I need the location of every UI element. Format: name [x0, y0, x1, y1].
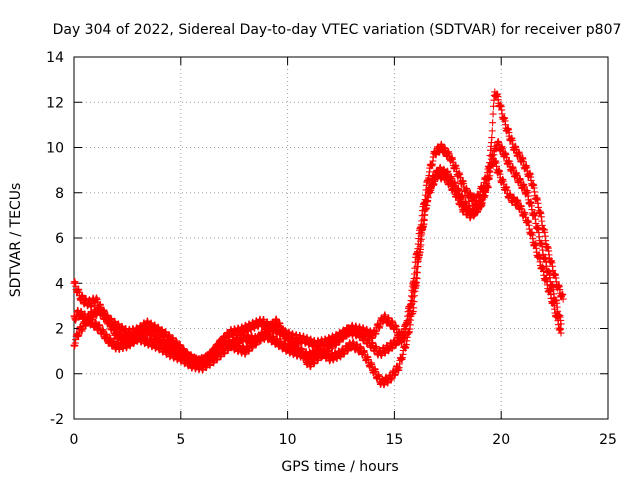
- x-axis-label: GPS time / hours: [281, 459, 398, 475]
- x-tick-label: 5: [176, 432, 185, 448]
- x-axis-ticks: 0 5 10 15 20 25: [70, 57, 617, 448]
- x-tick-label: 10: [279, 432, 297, 448]
- y-tick-label: 4: [55, 276, 64, 292]
- x-tick-label: 0: [70, 432, 79, 448]
- y-axis-label: SDTVAR / TECUs: [8, 183, 24, 298]
- grid-lines: [74, 57, 608, 419]
- data-point-series-1: [413, 269, 421, 277]
- data-point-series-2: [485, 176, 493, 184]
- y-tick-label: 0: [55, 367, 64, 383]
- x-tick-label: 25: [599, 432, 617, 448]
- chart-title: Day 304 of 2022, Sidereal Day-to-day VTE…: [53, 22, 622, 38]
- data-points: [70, 88, 567, 389]
- data-point-series-2: [486, 159, 494, 167]
- data-point-series-2: [490, 102, 498, 110]
- y-tick-label: 14: [46, 50, 64, 66]
- data-point-series-2: [489, 110, 497, 118]
- data-point-series-2: [488, 134, 496, 142]
- y-tick-label: 10: [46, 141, 64, 157]
- data-point-series-2: [485, 167, 493, 175]
- y-tick-label: 8: [55, 186, 64, 202]
- y-tick-label: 6: [55, 231, 64, 247]
- data-point-series-2: [559, 295, 567, 303]
- data-point-series-1: [557, 320, 565, 328]
- y-tick-label: 2: [55, 322, 64, 338]
- x-tick-label: 15: [385, 432, 403, 448]
- data-point-series-2: [484, 183, 492, 191]
- y-tick-label: 12: [46, 95, 64, 111]
- data-point-series-2: [489, 119, 497, 127]
- data-point-series-0: [557, 329, 565, 337]
- data-point-series-2: [488, 127, 496, 135]
- y-axis-ticks: -2 0 2 4 6 8 10 12 14: [46, 50, 608, 428]
- y-tick-label: -2: [50, 412, 64, 428]
- x-tick-label: 20: [492, 432, 510, 448]
